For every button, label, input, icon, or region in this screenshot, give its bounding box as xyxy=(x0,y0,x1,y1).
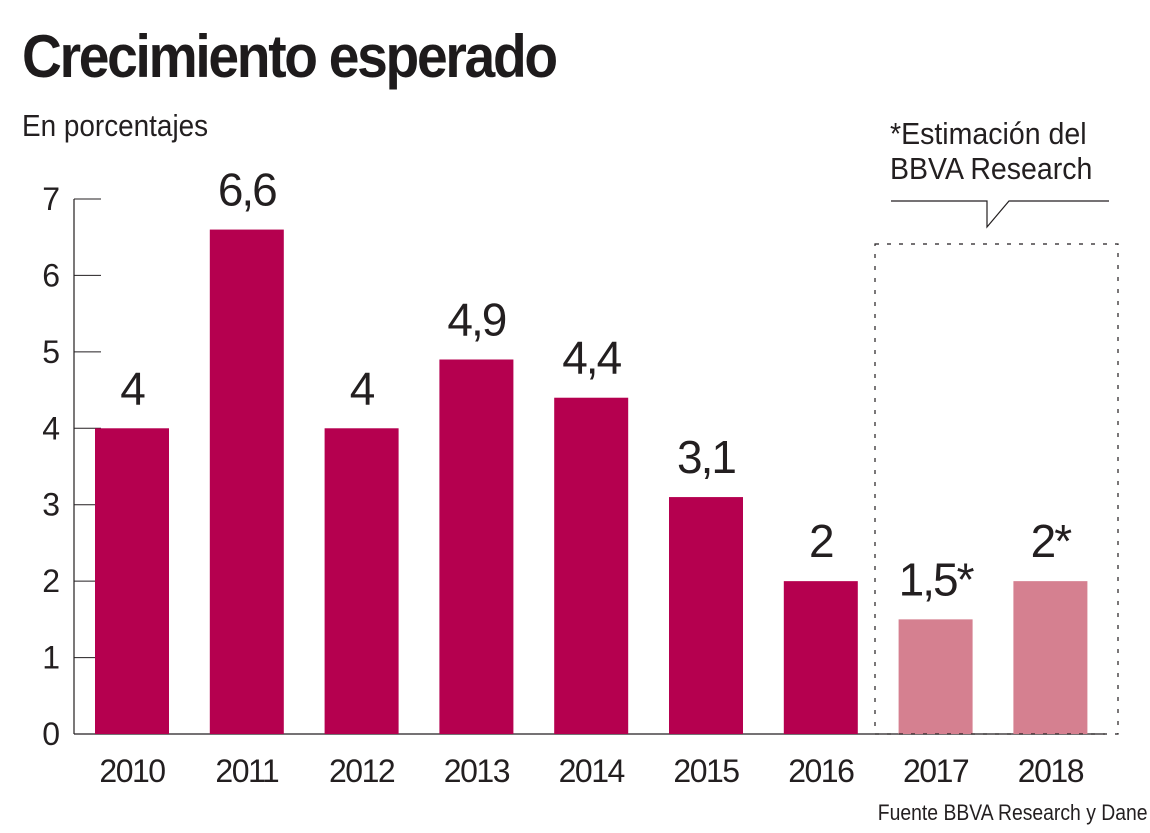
bar-2014 xyxy=(554,397,629,734)
y-tick-label: 3 xyxy=(42,487,60,523)
y-tick-label: 0 xyxy=(42,716,60,752)
x-tick-label-2017: 2017 xyxy=(903,753,969,789)
x-tick-label-2015: 2015 xyxy=(673,753,739,789)
data-labels: 4 6,6 4 4,9 4,4 3,1 2 1,5* 2* xyxy=(120,164,1074,606)
x-tick-label-2014: 2014 xyxy=(559,753,625,789)
estimate-annotation: *Estimación del BBVA Research xyxy=(890,116,1092,186)
y-tick-label: 1 xyxy=(42,640,60,676)
annotation-line-2: BBVA Research xyxy=(890,151,1093,186)
y-tick-label: 6 xyxy=(42,257,60,293)
bar-2012 xyxy=(324,428,399,734)
x-tick-label-2011: 2011 xyxy=(215,753,279,789)
callout-pointer xyxy=(891,200,1109,229)
x-tick-label-2012: 2012 xyxy=(329,753,395,789)
data-label-2013: 4,9 xyxy=(447,294,505,346)
data-label-2010: 4 xyxy=(120,362,145,414)
chart-subtitle: En porcentajes xyxy=(22,108,209,143)
y-tick-label: 2 xyxy=(42,563,60,599)
x-tick-label-2013: 2013 xyxy=(444,753,510,789)
bar-2017 xyxy=(898,619,973,734)
y-tick-label: 7 xyxy=(42,181,60,217)
estimate-dotted-box xyxy=(874,243,1119,735)
x-tick-label-2010: 2010 xyxy=(99,753,165,789)
data-label-2012: 4 xyxy=(350,362,375,414)
data-label-2016: 2 xyxy=(809,515,833,567)
data-label-2018: 2* xyxy=(1031,515,1073,567)
y-tick-label: 4 xyxy=(42,410,60,446)
bar-2015 xyxy=(669,497,743,734)
bar-2011 xyxy=(209,229,284,735)
annotation-line-1: *Estimación del xyxy=(890,116,1087,151)
data-label-2017: 1,5* xyxy=(899,553,975,605)
x-tick-label-2016: 2016 xyxy=(788,753,854,789)
data-label-2015: 3,1 xyxy=(677,431,735,483)
x-axis-labels: 2010 2011 2012 2013 2014 2015 2016 2017 2018 xyxy=(99,753,1085,789)
bar-2010 xyxy=(95,428,169,734)
y-tick-label: 5 xyxy=(42,334,60,370)
estimate-callout xyxy=(874,200,1119,735)
data-label-2011: 6,6 xyxy=(218,164,276,216)
bar-2018 xyxy=(1013,581,1088,734)
data-label-2014: 4,4 xyxy=(562,332,621,384)
chart-title: Crecimiento esperado xyxy=(22,23,558,90)
bars xyxy=(95,229,1088,735)
source-note: Fuente BBVA Research y Dane xyxy=(878,800,1148,825)
bar-2013 xyxy=(439,359,514,734)
bar-2016 xyxy=(783,581,858,734)
x-tick-label-2018: 2018 xyxy=(1018,753,1084,789)
